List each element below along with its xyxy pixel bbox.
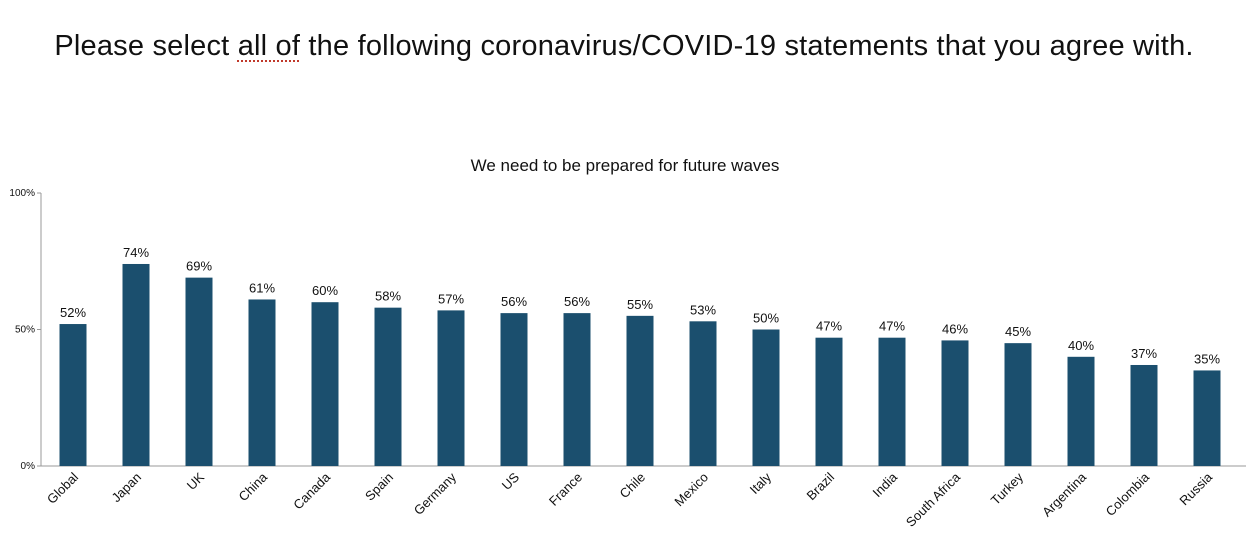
data-label: 74%	[123, 245, 149, 260]
x-tick-label: Mexico	[671, 470, 711, 510]
bar	[311, 302, 339, 466]
bar	[878, 337, 906, 466]
y-tick-label: 0%	[21, 461, 36, 472]
data-label: 60%	[312, 283, 338, 298]
x-tick-label: Turkey	[988, 469, 1027, 508]
x-tick-label: France	[546, 470, 585, 509]
y-tick-label: 100%	[9, 188, 35, 199]
data-label: 50%	[753, 311, 779, 326]
bar	[563, 313, 591, 466]
x-tick-label: Colombia	[1103, 469, 1153, 519]
x-tick-label: Japan	[108, 470, 144, 506]
title-emphasis: all of	[237, 30, 301, 62]
bar	[1130, 364, 1158, 466]
data-label: 61%	[249, 280, 275, 295]
bar	[185, 277, 213, 466]
bar	[248, 299, 276, 466]
x-tick-label: India	[870, 469, 901, 500]
chart-title: We need to be prepared for future waves	[471, 156, 780, 175]
bar	[941, 340, 969, 466]
data-label: 56%	[564, 294, 590, 309]
title-text-before: Please select	[54, 30, 238, 62]
data-label: 69%	[186, 259, 212, 274]
data-label: 53%	[690, 302, 716, 317]
data-label: 52%	[60, 305, 86, 320]
y-tick-label: 50%	[15, 325, 35, 336]
data-label: 47%	[816, 319, 842, 334]
data-label: 55%	[627, 297, 653, 312]
x-tick-label: Italy	[747, 469, 775, 497]
bar	[374, 307, 402, 466]
data-label: 56%	[501, 294, 527, 309]
x-tick-label: Germany	[411, 469, 460, 518]
bar	[1004, 343, 1032, 466]
x-tick-label: UK	[184, 469, 208, 493]
data-label: 47%	[879, 319, 905, 334]
data-label: 35%	[1194, 351, 1220, 366]
bar	[1193, 370, 1221, 466]
x-tick-label: US	[499, 469, 523, 493]
data-label: 57%	[438, 291, 464, 306]
x-tick-label: Global	[44, 469, 81, 506]
bar	[1067, 356, 1095, 466]
bar	[752, 329, 780, 466]
bar	[689, 321, 717, 466]
bar	[59, 324, 87, 466]
bar	[122, 263, 150, 466]
data-label: 37%	[1131, 346, 1157, 361]
bar	[815, 337, 843, 466]
data-label: 40%	[1068, 338, 1094, 353]
x-tick-label: Chile	[617, 470, 649, 502]
x-tick-label: Argentina	[1039, 469, 1090, 520]
x-tick-label: Canada	[290, 469, 333, 512]
bar	[437, 310, 465, 466]
title-text-after: the following coronavirus/COVID-19 state…	[300, 30, 1194, 62]
data-label: 46%	[942, 321, 968, 336]
page-title: Please select all of the following coron…	[0, 30, 1248, 63]
x-tick-label: Spain	[362, 470, 396, 504]
x-tick-label: Russia	[1176, 469, 1215, 508]
data-label: 45%	[1005, 324, 1031, 339]
bar	[626, 315, 654, 466]
bar	[500, 313, 528, 466]
x-tick-label: South Africa	[903, 469, 964, 530]
x-tick-label: Brazil	[804, 469, 838, 503]
x-tick-label: China	[235, 469, 270, 504]
data-label: 58%	[375, 289, 401, 304]
